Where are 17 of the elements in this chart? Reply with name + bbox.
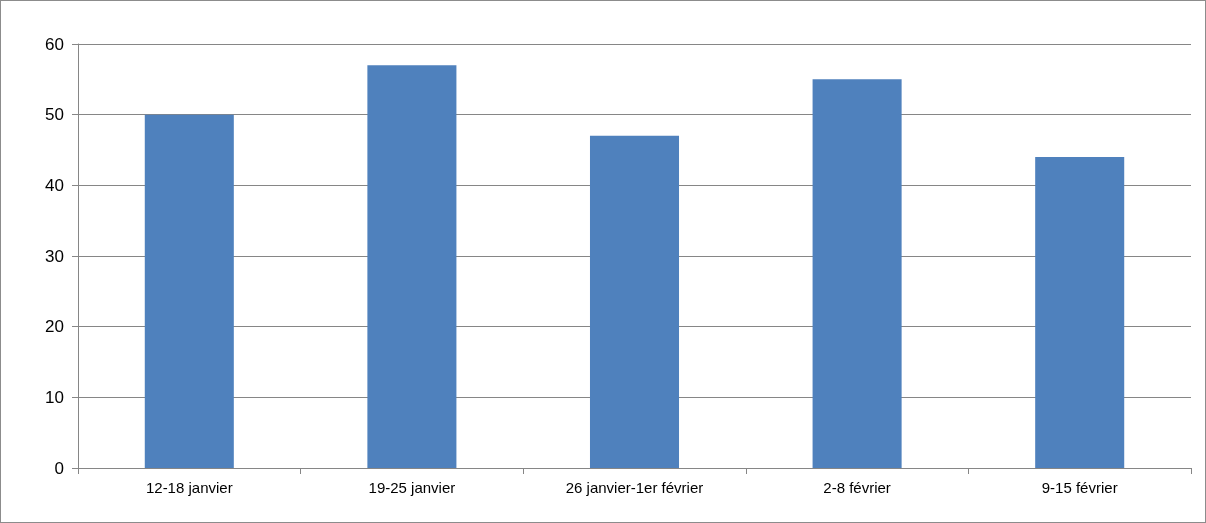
bar — [1035, 157, 1125, 468]
bar — [589, 135, 680, 468]
bar — [812, 79, 902, 468]
y-tick-label: 30 — [45, 246, 64, 266]
x-tick-label: 12-18 janvier — [145, 479, 233, 496]
y-tick-label: 0 — [54, 458, 64, 478]
y-tick-label: 20 — [45, 317, 64, 337]
x-tick-label: 26 janvier-1er février — [565, 479, 704, 496]
bar — [144, 114, 234, 468]
y-tick-label: 40 — [45, 175, 64, 195]
y-tick-label: 50 — [45, 105, 64, 125]
x-tick-label: 19-25 janvier — [368, 479, 456, 496]
x-tick-label: 9-15 février — [1041, 479, 1118, 496]
y-tick-label: 60 — [45, 34, 64, 54]
bar — [367, 65, 457, 468]
x-tick-label: 2-8 février — [823, 479, 891, 496]
y-tick-label: 10 — [45, 387, 64, 407]
